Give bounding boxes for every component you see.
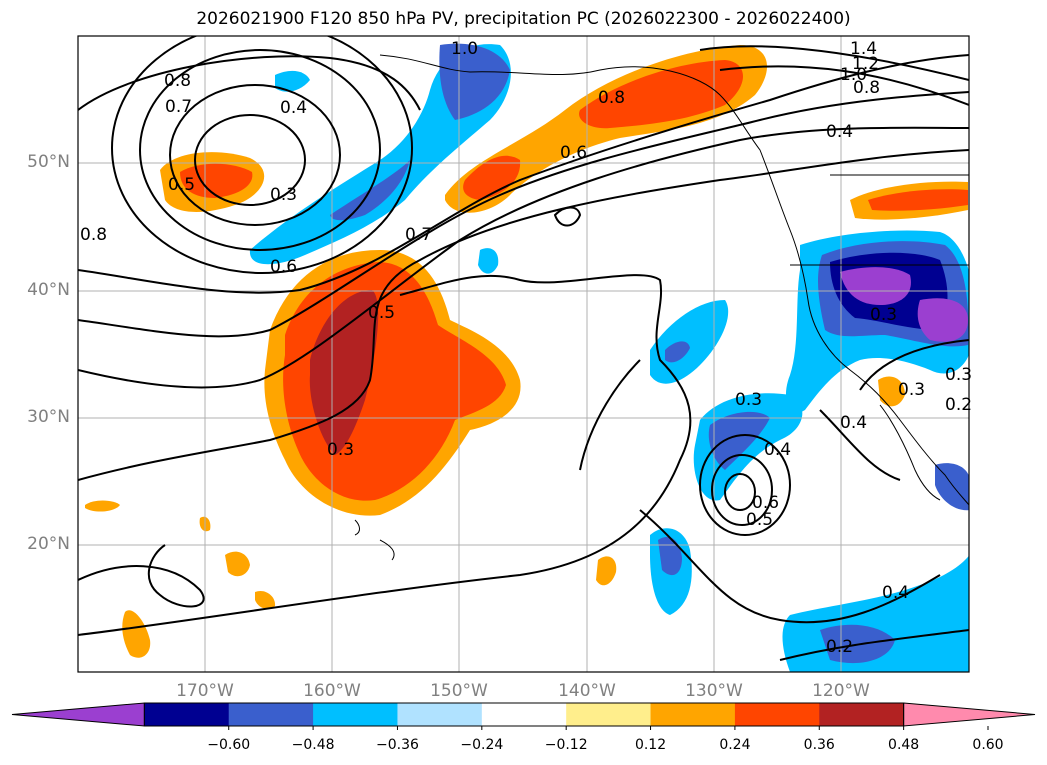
contour-label: 1.0 bbox=[840, 65, 867, 85]
contour-label: 0.8 bbox=[853, 78, 880, 98]
precip-negative-mid-inner bbox=[665, 341, 690, 363]
precip-positive-dot-1 bbox=[85, 500, 120, 512]
colorbar-segment bbox=[650, 703, 736, 726]
precip-positive-central-core bbox=[309, 290, 379, 455]
map-title: 2026021900 F120 850 hPa PV, precipitatio… bbox=[196, 9, 851, 29]
colorbar-tick-label: 0.60 bbox=[972, 737, 1004, 753]
lon-label-150w: 150°W bbox=[430, 681, 488, 701]
contour-label: 0.3 bbox=[327, 440, 354, 460]
precip-positive-east-inner bbox=[868, 189, 968, 211]
contour-label: 0.4 bbox=[764, 440, 791, 460]
lon-label-160w: 160°W bbox=[303, 681, 361, 701]
colorbar-tick-label: −0.24 bbox=[460, 737, 504, 753]
colorbar-outline bbox=[143, 702, 905, 727]
colorbar-tick-label: 0.12 bbox=[634, 737, 667, 753]
colorbar-tick-label: 0.48 bbox=[888, 737, 920, 753]
precip-strong-negative-east bbox=[840, 267, 911, 305]
precip-positive-dot-3 bbox=[225, 551, 250, 577]
colorbar-extend-high bbox=[903, 702, 1036, 727]
colorbar-extend-low bbox=[11, 702, 145, 727]
precip-negative-south-inner bbox=[658, 536, 682, 576]
precip-negative-mid bbox=[650, 300, 729, 384]
contour-label: 0.3 bbox=[735, 390, 762, 410]
contour-label: 0.6 bbox=[270, 257, 297, 277]
colorbar-segment bbox=[566, 703, 652, 726]
lat-label-20n: 20°N bbox=[27, 534, 70, 554]
contour-label: 0.7 bbox=[405, 225, 432, 245]
precip-negative-edge bbox=[935, 463, 969, 511]
colorbar-segment bbox=[397, 703, 483, 726]
precip-strong-negative-east-2 bbox=[917, 298, 968, 342]
colorbar-tick-label: −0.48 bbox=[291, 737, 335, 753]
colorbar-segment bbox=[734, 703, 820, 726]
contour-label: 0.8 bbox=[164, 71, 191, 91]
contour-label: 0.2 bbox=[826, 637, 853, 657]
colorbar-segment bbox=[481, 703, 567, 726]
lon-label-140w: 140°W bbox=[558, 681, 616, 701]
precip-negative-small-2 bbox=[478, 248, 499, 274]
contour-label: 0.7 bbox=[165, 97, 192, 117]
coastlines bbox=[354, 54, 969, 561]
contour-label: 0.6 bbox=[560, 143, 587, 163]
contour-label: 0.5 bbox=[168, 175, 195, 195]
colorbar-tick-label: −0.60 bbox=[207, 737, 251, 753]
contour-label: 0.4 bbox=[826, 122, 853, 142]
map-frame bbox=[77, 35, 970, 673]
contour-label: 1.4 bbox=[850, 39, 877, 59]
contour-label: 0.3 bbox=[870, 305, 897, 325]
precip-negative-southeast-inner bbox=[708, 411, 770, 470]
precip-positive-coast bbox=[878, 376, 905, 407]
precip-negative-top-inner bbox=[439, 43, 510, 120]
precip-positive-west-inner bbox=[180, 163, 253, 198]
contour-label: 0.4 bbox=[840, 413, 867, 433]
pv-contours bbox=[78, 36, 969, 661]
contour-label: 0.8 bbox=[80, 225, 107, 245]
precip-positive-dot-2 bbox=[122, 610, 151, 658]
lat-label-30n: 30°N bbox=[27, 407, 70, 427]
precip-negative-small-1 bbox=[275, 70, 310, 92]
contour-label: 0.2 bbox=[945, 395, 972, 415]
lon-label-170w: 170°W bbox=[176, 681, 234, 701]
precip-positive-north-small bbox=[463, 155, 521, 200]
lat-label-50n: 50°N bbox=[27, 152, 70, 172]
contour-label: 0.6 bbox=[752, 493, 779, 513]
colorbar-segment bbox=[228, 703, 314, 726]
colorbar-tick-label: 0.36 bbox=[803, 737, 835, 753]
colorbar-tick-label: −0.36 bbox=[376, 737, 419, 753]
colorbar-segment bbox=[313, 703, 398, 726]
contour-label: 1.2 bbox=[852, 54, 879, 74]
colorbar-segment bbox=[144, 703, 230, 726]
colorbar-tick-label: 0.24 bbox=[719, 737, 751, 753]
colorbar-tick-label: −0.12 bbox=[544, 737, 588, 753]
gridlines bbox=[78, 36, 969, 672]
lon-label-120w: 120°W bbox=[812, 681, 870, 701]
lon-label-130w: 130°W bbox=[685, 681, 743, 701]
contour-label: 0.4 bbox=[280, 98, 307, 118]
contour-label: 0.8 bbox=[598, 88, 625, 108]
colorbar bbox=[11, 702, 1036, 730]
contour-label: 1.0 bbox=[451, 39, 478, 59]
precip-positive-north-band-inner bbox=[579, 60, 744, 129]
precip-positive-dot-5 bbox=[596, 556, 617, 586]
contour-label: 0.5 bbox=[368, 303, 395, 323]
contour-label: 0.4 bbox=[882, 583, 909, 603]
lat-label-40n: 40°N bbox=[27, 280, 70, 300]
contour-label: 0.3 bbox=[898, 380, 925, 400]
precip-shading bbox=[85, 43, 969, 672]
contour-label: 0.5 bbox=[746, 510, 773, 530]
precip-positive-dot-4 bbox=[255, 590, 276, 609]
colorbar-segment bbox=[819, 703, 905, 726]
contour-label: 0.3 bbox=[945, 365, 972, 385]
contour-label: 0.3 bbox=[270, 185, 297, 205]
contour-labels: 1.4 1.2 1.0 0.8 1.0 0.8 0.7 0.4 0.8 0.6 … bbox=[80, 39, 972, 657]
